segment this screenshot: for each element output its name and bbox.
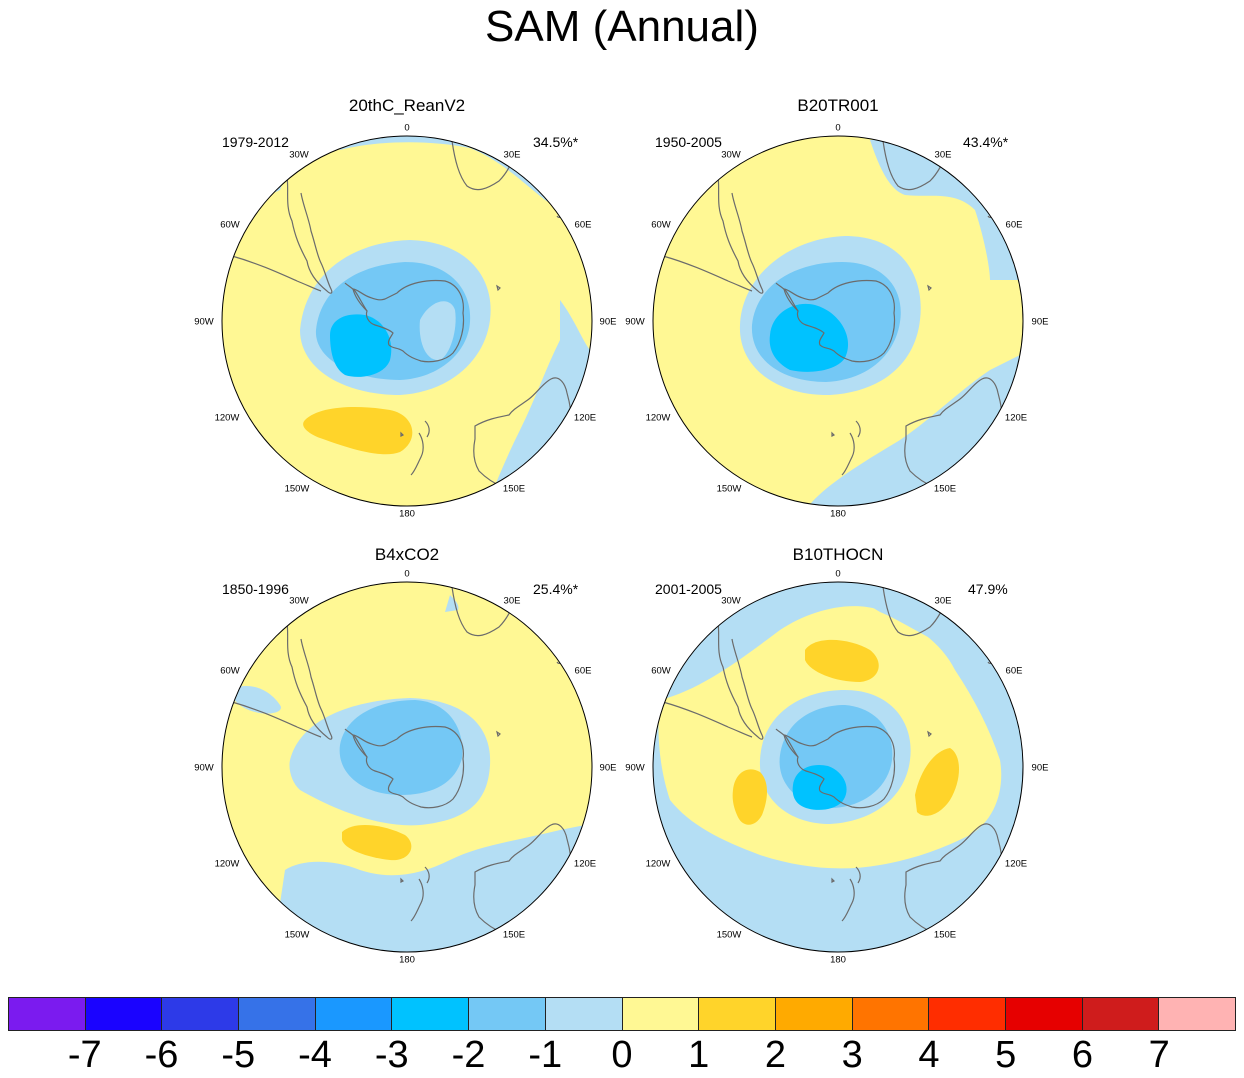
panel-4-period: 2001-2005: [655, 581, 722, 597]
colorbar-box: [698, 997, 775, 1031]
lon-label-30w: 30W: [289, 595, 309, 607]
lon-label-180: 180: [399, 954, 415, 966]
colorbar-tick-label: -3: [374, 1034, 409, 1076]
lon-label-30e: 30E: [934, 595, 952, 607]
colorbar-tick-label: 6: [1071, 1034, 1094, 1076]
colorbar-tick-label: 0: [611, 1034, 633, 1076]
colorbar-box: [1081, 997, 1159, 1031]
panel-1-title: 20thC_ReanV2: [348, 96, 466, 115]
lon-label-30e: 30E: [503, 149, 521, 161]
colorbar: [8, 997, 1236, 1031]
colorbar-box: [544, 997, 622, 1031]
colorbar-tick-label: -2: [451, 1034, 486, 1076]
lon-label-90w: 90W: [194, 316, 214, 328]
colorbar-box: [314, 997, 392, 1031]
colorbar-box: [851, 997, 929, 1031]
colorbar-box: [8, 997, 85, 1031]
panel-2-period: 1950-2005: [655, 134, 722, 150]
lon-label-120w: 120W: [645, 858, 671, 870]
lon-label-60e: 60E: [1005, 665, 1023, 677]
panel-2-title: B20TR001: [797, 96, 879, 115]
lon-label-120e: 120E: [573, 858, 597, 870]
lon-label-0: 0: [404, 568, 410, 580]
lon-label-60e: 60E: [1005, 219, 1023, 231]
lon-label-150w: 150W: [284, 483, 310, 495]
lon-label-30w: 30W: [289, 149, 309, 161]
colorbar-tick-label: 5: [995, 1034, 1017, 1076]
colorbar-tick-label: 1: [688, 1034, 710, 1076]
lon-label-60w: 60W: [651, 665, 671, 677]
panel-1-period: 1979-2012: [222, 134, 289, 150]
colorbar-tick-label: -7: [67, 1034, 102, 1076]
figure-title: SAM (Annual): [485, 2, 759, 51]
lon-label-150w: 150W: [716, 929, 742, 941]
lon-label-150e: 150E: [933, 483, 957, 495]
lon-label-60e: 60E: [574, 219, 592, 231]
colorbar-tick-label: -5: [221, 1034, 256, 1076]
colorbar-tick-label: -6: [144, 1034, 179, 1076]
colorbar-box: [774, 997, 852, 1031]
colorbar-box: [1158, 997, 1236, 1031]
panel-2-percent: 43.4%*: [963, 134, 1009, 150]
panel-4-percent: 47.9%: [968, 581, 1008, 597]
lon-label-60e: 60E: [574, 665, 592, 677]
colorbar-tick-label: 7: [1148, 1034, 1170, 1076]
panel-3-percent: 25.4%*: [533, 581, 579, 597]
colorbar-tick-label: -1: [528, 1034, 563, 1076]
lon-label-150e: 150E: [502, 929, 526, 941]
lon-label-90e: 90E: [599, 316, 617, 328]
colorbar-box: [161, 997, 239, 1031]
colorbar-tick-label: -4: [298, 1034, 332, 1076]
map-panel-3: [221, 581, 593, 953]
lon-label-180: 180: [830, 508, 846, 520]
lon-label-180: 180: [399, 508, 415, 520]
lon-label-30w: 30W: [721, 595, 741, 607]
colorbar-box: [468, 997, 545, 1031]
panel-1-percent: 34.5%*: [533, 134, 579, 150]
lon-label-150e: 150E: [933, 929, 957, 941]
panel-4-title: B10THOCN: [792, 545, 884, 564]
lon-label-30e: 30E: [503, 595, 521, 607]
map-figure: [221, 135, 1024, 953]
lon-label-120e: 120E: [1004, 412, 1028, 424]
colorbar-box: [238, 997, 315, 1031]
lon-label-90e: 90E: [1031, 316, 1049, 328]
colorbar-tick-label: 2: [764, 1034, 787, 1076]
map-panel-2: [652, 135, 1024, 507]
lon-label-90e: 90E: [599, 762, 617, 774]
map-panel-1: [221, 135, 593, 507]
colorbar-tick-label: 3: [841, 1034, 863, 1076]
lon-label-0: 0: [835, 568, 841, 580]
lon-label-120w: 120W: [214, 858, 240, 870]
colorbar-box: [391, 997, 469, 1031]
lon-label-120w: 120W: [214, 412, 240, 424]
lon-label-30w: 30W: [721, 149, 741, 161]
lon-label-150e: 150E: [502, 483, 526, 495]
lon-label-0: 0: [404, 122, 410, 134]
colorbar-box: [1004, 997, 1082, 1031]
panel-3-title: B4xCO2: [374, 545, 440, 564]
lon-label-90w: 90W: [625, 762, 645, 774]
colorbar-box: [928, 997, 1005, 1031]
colorbar-box: [84, 997, 162, 1031]
lon-label-120w: 120W: [645, 412, 671, 424]
map-panel-4: [652, 581, 1024, 953]
lon-label-120e: 120E: [573, 412, 597, 424]
lon-label-30e: 30E: [934, 149, 952, 161]
lon-label-150w: 150W: [284, 929, 310, 941]
lon-label-150w: 150W: [716, 483, 742, 495]
lon-label-60w: 60W: [220, 219, 240, 231]
panel-3-period: 1850-1996: [222, 581, 289, 597]
colorbar-box: [621, 997, 699, 1031]
lon-label-90w: 90W: [625, 316, 645, 328]
lon-label-0: 0: [835, 122, 841, 134]
lon-label-120e: 120E: [1004, 858, 1028, 870]
lon-label-90e: 90E: [1031, 762, 1049, 774]
lon-label-60w: 60W: [651, 219, 671, 231]
lon-label-60w: 60W: [220, 665, 240, 677]
lon-label-180: 180: [830, 954, 846, 966]
colorbar-tick-label: 4: [918, 1034, 940, 1076]
lon-label-90w: 90W: [194, 762, 214, 774]
